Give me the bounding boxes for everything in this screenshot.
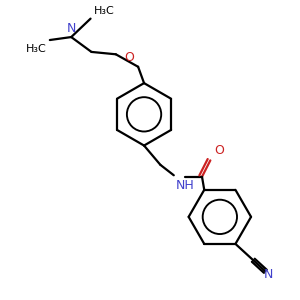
Text: O: O <box>125 51 134 64</box>
Text: H₃C: H₃C <box>26 44 47 55</box>
Text: O: O <box>214 144 224 157</box>
Text: NH: NH <box>176 179 195 192</box>
Text: N: N <box>67 22 76 35</box>
Text: N: N <box>264 268 273 281</box>
Text: H₃C: H₃C <box>94 6 114 16</box>
